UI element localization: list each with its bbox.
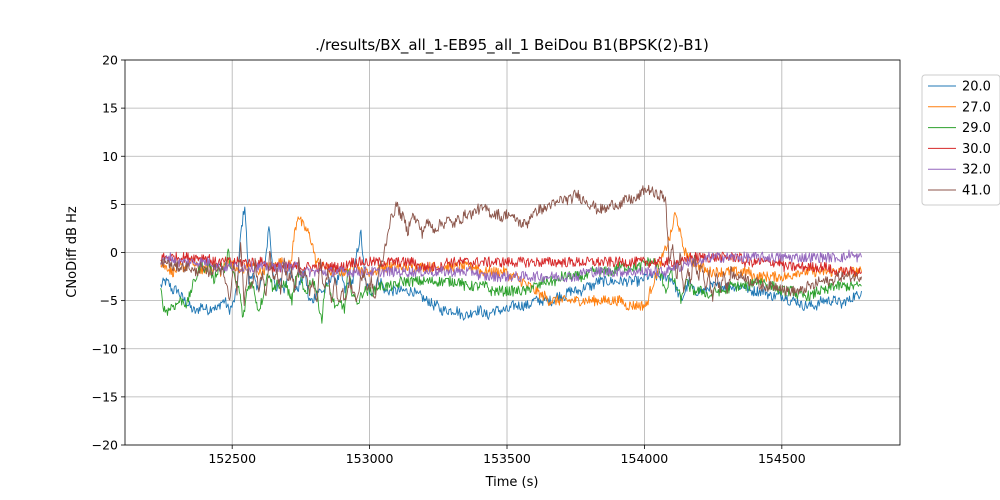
series-line-32-0 <box>160 249 862 283</box>
x-axis-label: Time (s) <box>485 475 539 490</box>
x-axis: 152500 153000 153500 154000 154500 <box>208 445 806 466</box>
series-layer <box>160 184 862 324</box>
legend-label: 32.0 <box>962 163 991 178</box>
y-axis: −20 −15 −10 −5 0 5 10 15 20 <box>92 53 125 453</box>
legend-label: 20.0 <box>962 80 991 95</box>
y-tick-label: −20 <box>92 438 118 453</box>
legend-label: 41.0 <box>962 184 991 199</box>
x-tick-label: 152500 <box>208 451 256 466</box>
y-tick-label: −5 <box>100 293 118 308</box>
y-tick-label: −15 <box>92 389 118 404</box>
legend-label: 27.0 <box>962 100 991 115</box>
y-tick-label: 20 <box>102 53 118 68</box>
legend-label: 30.0 <box>962 142 991 157</box>
legend-box <box>921 74 1000 206</box>
series-line-30-0 <box>160 251 862 278</box>
x-tick-label: 153500 <box>483 451 531 466</box>
series-line-20-0 <box>160 206 862 321</box>
x-tick-label: 154000 <box>621 451 669 466</box>
y-tick-label: 5 <box>110 197 118 212</box>
y-tick-label: 10 <box>102 149 118 164</box>
y-tick-label: 0 <box>110 245 118 260</box>
y-tick-label: −10 <box>92 341 118 356</box>
y-tick-label: 15 <box>102 101 118 116</box>
legend: 20.0 27.0 29.0 30.0 32.0 41.0 <box>921 74 1000 206</box>
legend-label: 29.0 <box>962 121 991 136</box>
chart-title: ./results/BX_all_1-EB95_all_1 BeiDou B1(… <box>315 36 709 55</box>
x-tick-label: 153000 <box>346 451 394 466</box>
y-axis-label: CNoDiff dB Hz <box>65 206 80 298</box>
series-line-41-0 <box>160 184 862 306</box>
series-line-29-0 <box>160 248 862 324</box>
x-tick-label: 154500 <box>758 451 806 466</box>
